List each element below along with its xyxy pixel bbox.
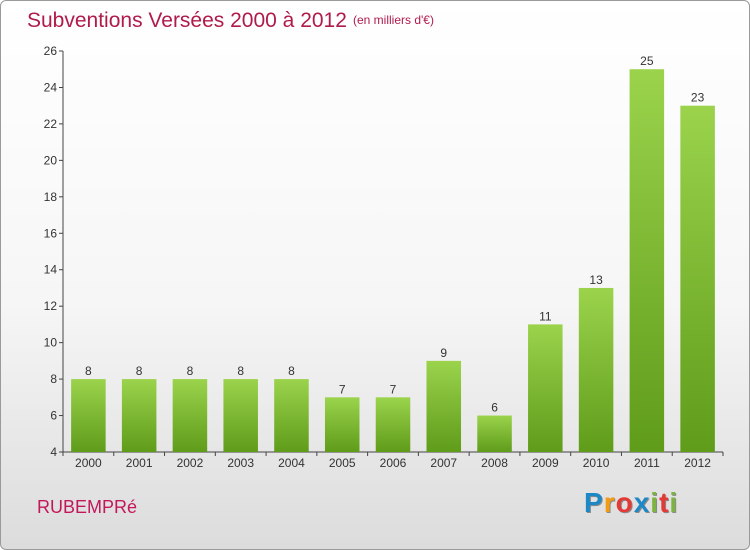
y-tick-label: 16 [44,226,58,240]
bar-2007 [426,360,462,452]
logo-letter: r [603,487,616,518]
value-label: 9 [440,346,447,360]
chart-bars [71,69,715,453]
proxiti-logo: Proxiti [584,487,678,519]
bar-2004 [274,379,309,452]
x-tick-label: 2001 [126,456,153,470]
value-label: 25 [640,54,654,68]
chart-subtitle: (en milliers d'€) [353,13,434,27]
value-label: 7 [339,382,346,396]
y-tick-label: 18 [44,190,58,204]
chart-labels: 8 2000 8 2001 8 2002 8 2003 8 2004 7 2005 7 2006 9 2007… [75,54,711,470]
value-label: 8 [187,364,194,378]
logo-letter: P [584,487,604,518]
logo-letter: x [633,487,651,518]
value-label: 8 [237,364,244,378]
value-label: 8 [85,364,92,378]
value-label: 11 [539,309,552,323]
bar-2010 [578,287,614,452]
x-tick-label: 2009 [532,456,559,470]
value-label: 13 [589,273,603,287]
bar-2003 [223,379,258,452]
value-label: 8 [136,364,143,378]
x-tick-label: 2005 [329,456,356,470]
x-tick-label: 2011 [634,456,660,470]
bar-2011 [629,69,665,453]
x-tick-label: 2006 [380,456,407,470]
y-tick-label: 20 [44,153,58,167]
y-tick-label: 4 [50,445,57,459]
bar-2000 [71,379,106,452]
x-tick-label: 2012 [684,456,711,470]
y-tick-label: 26 [44,44,58,58]
y-tick-label: 14 [44,263,58,277]
y-tick-label: 8 [50,372,57,386]
x-tick-label: 2000 [75,456,102,470]
value-label: 7 [390,382,397,396]
x-tick-label: 2004 [278,456,305,470]
logo-letter: t [659,487,670,518]
bar-2006 [375,397,411,452]
logo-letter: i [650,487,660,518]
bar-2001 [121,379,157,452]
chart-title: Subventions Versées 2000 à 2012 [27,9,347,32]
x-tick-label: 2007 [430,456,457,470]
y-tick-label: 24 [44,80,58,94]
value-label: 23 [691,91,705,105]
bar-2002 [172,379,208,452]
value-label: 8 [288,364,295,378]
bar-2008 [477,415,512,452]
bar-2005 [324,397,360,452]
value-label: 6 [491,401,498,415]
x-tick-label: 2002 [177,456,204,470]
x-tick-label: 2010 [583,456,610,470]
logo-letter: i [669,487,679,518]
x-tick-label: 2008 [481,456,508,470]
y-tick-label: 22 [44,117,58,131]
y-tick-label: 12 [44,299,58,313]
bar-2012 [680,105,715,452]
y-tick-label: 10 [44,336,58,350]
y-tick-label: 6 [50,409,57,423]
commune-name: RUBEMPRé [37,497,138,517]
bar-2009 [528,324,563,452]
x-tick-label: 2003 [227,456,254,470]
logo-letter: o [615,487,634,518]
